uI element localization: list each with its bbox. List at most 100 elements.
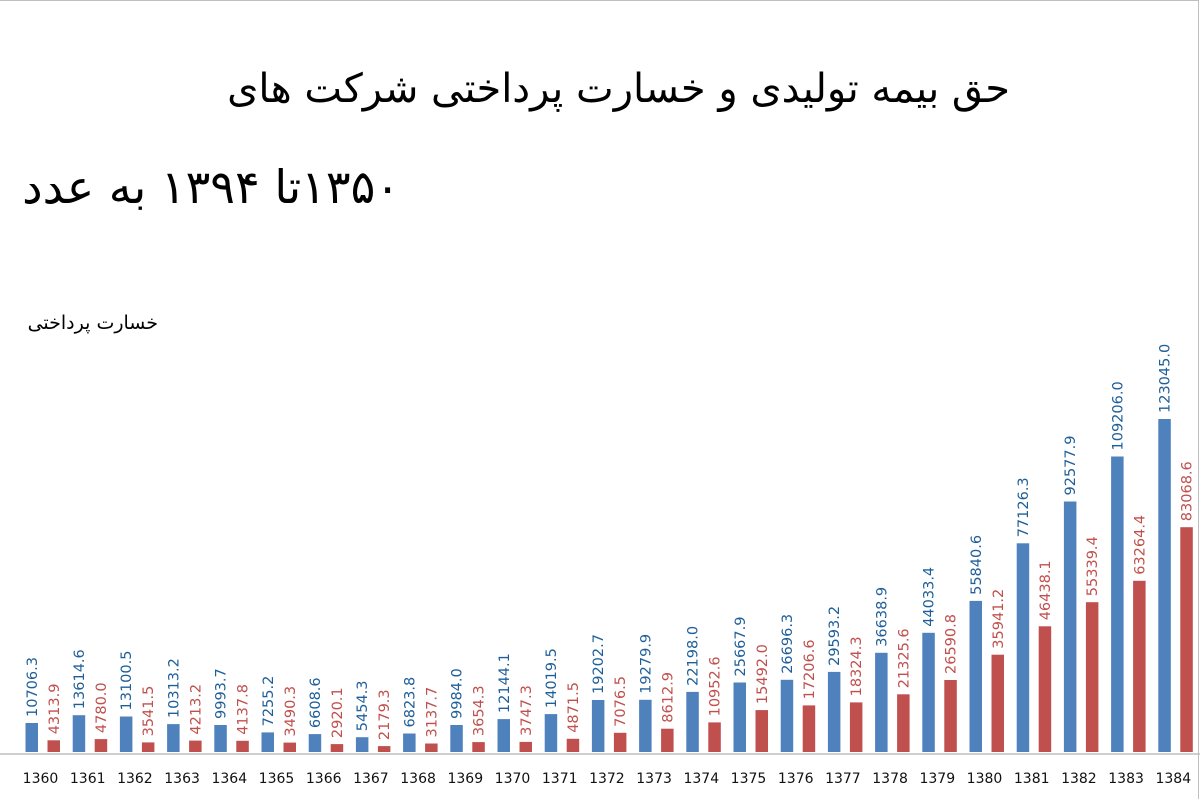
bar-loss-1373 — [661, 728, 674, 752]
value-label-loss-1360: 4313.9 — [47, 684, 63, 735]
value-label-loss-1363: 4213.2 — [188, 684, 204, 735]
bar-premium-1361 — [72, 715, 86, 752]
bar-loss-1366 — [330, 744, 344, 752]
bar-loss-1377 — [849, 702, 863, 752]
value-label-premium-1371: 14019.5 — [544, 648, 560, 708]
x-tick-label-1369: 1369 — [447, 771, 483, 787]
bar-premium-1366 — [308, 734, 322, 752]
value-label-loss-1375: 15492.0 — [755, 644, 771, 704]
value-label-premium-1379: 44033.4 — [922, 567, 938, 627]
bar-loss-1370 — [519, 741, 532, 752]
x-tick-label-1370: 1370 — [495, 771, 531, 787]
value-label-loss-1382: 55339.4 — [1085, 536, 1101, 596]
value-label-loss-1378: 21325.6 — [896, 628, 912, 688]
chart-title-line-1: حق بیمه تولیدی و خسارت پرداختی شرکت های — [227, 66, 1010, 112]
value-label-premium-1383: 109206.0 — [1110, 381, 1126, 450]
x-tick-label-1379: 1379 — [919, 771, 955, 787]
bar-premium-1378 — [875, 652, 888, 752]
bar-premium-1383 — [1111, 456, 1124, 752]
x-tick-label-1366: 1366 — [306, 771, 342, 787]
bar-premium-1382 — [1063, 501, 1077, 752]
bar-premium-1377 — [827, 671, 841, 752]
x-tick-label-1365: 1365 — [259, 771, 295, 787]
bar-loss-1382 — [1085, 602, 1099, 752]
value-label-loss-1362: 3541.5 — [141, 686, 157, 737]
bar-loss-1384 — [1180, 527, 1193, 752]
bar-premium-1362 — [119, 716, 133, 752]
value-label-loss-1369: 3654.3 — [472, 685, 488, 736]
bar-premium-1380 — [969, 600, 982, 752]
bar-loss-1381 — [1038, 626, 1052, 752]
bar-premium-1364 — [214, 725, 227, 752]
value-label-premium-1368: 6823.8 — [402, 677, 418, 728]
x-tick-label-1362: 1362 — [117, 771, 153, 787]
x-tick-labels-group: 1360 1361 1362 1363 1364 1365 1366 1367 1368 1369… — [23, 771, 1192, 787]
value-label-loss-1377: 18324.3 — [849, 636, 865, 696]
value-label-premium-1374: 22198.0 — [686, 626, 702, 686]
value-label-loss-1380: 35941.2 — [991, 589, 1007, 649]
bar-premium-1365 — [261, 732, 274, 752]
x-tick-label-1374: 1374 — [683, 771, 719, 787]
x-tick-label-1361: 1361 — [70, 771, 106, 787]
x-tick-label-1382: 1382 — [1061, 771, 1097, 787]
value-label-loss-1383: 63264.4 — [1132, 515, 1148, 575]
bar-premium-1374 — [686, 691, 699, 752]
value-label-loss-1361: 4780.0 — [94, 682, 110, 733]
bar-loss-1368 — [425, 743, 438, 752]
bar-loss-1371 — [566, 738, 580, 752]
bar-premium-1371 — [544, 714, 558, 752]
bar-loss-1376 — [802, 705, 816, 752]
bar-premium-1381 — [1016, 543, 1030, 752]
value-label-premium-1380: 55840.6 — [969, 535, 985, 595]
bar-loss-1360 — [47, 740, 60, 752]
x-tick-label-1378: 1378 — [872, 771, 908, 787]
x-tick-label-1380: 1380 — [967, 771, 1003, 787]
bar-premium-1372 — [591, 700, 605, 752]
value-label-premium-1360: 10706.3 — [25, 657, 41, 717]
bar-premium-1373 — [639, 699, 652, 752]
bar-loss-1379 — [944, 680, 957, 752]
x-tick-label-1360: 1360 — [23, 771, 59, 787]
value-label-premium-1376: 26696.3 — [780, 614, 796, 674]
bar-loss-1365 — [283, 742, 296, 752]
x-tick-label-1371: 1371 — [542, 771, 578, 787]
x-tick-label-1384: 1384 — [1155, 771, 1191, 787]
value-label-premium-1372: 19202.7 — [591, 634, 607, 694]
value-label-loss-1368: 3137.7 — [424, 687, 440, 738]
bar-loss-1378 — [897, 694, 910, 752]
bars-group — [25, 419, 1193, 752]
x-tick-label-1381: 1381 — [1014, 771, 1050, 787]
x-tick-label-1368: 1368 — [400, 771, 436, 787]
value-label-loss-1376: 17206.6 — [802, 639, 818, 699]
bar-loss-1372 — [613, 732, 627, 752]
bar-loss-1364 — [236, 740, 249, 752]
value-label-premium-1375: 25667.9 — [733, 617, 749, 677]
value-label-loss-1366: 2920.1 — [330, 687, 346, 738]
bar-premium-1376 — [780, 679, 794, 752]
bar-loss-1380 — [991, 654, 1004, 752]
x-tick-label-1375: 1375 — [731, 771, 767, 787]
value-label-premium-1384: 123045.0 — [1158, 344, 1174, 413]
bar-loss-1363 — [189, 740, 202, 752]
value-label-loss-1381: 46438.1 — [1038, 560, 1054, 620]
bar-loss-1369 — [472, 742, 485, 752]
bar-loss-1375 — [755, 710, 768, 752]
bar-premium-1379 — [922, 632, 935, 752]
bar-premium-1369 — [450, 725, 463, 752]
value-label-premium-1366: 6608.6 — [308, 677, 324, 728]
value-label-loss-1371: 4871.5 — [566, 682, 582, 733]
value-label-loss-1367: 2179.3 — [377, 689, 393, 740]
value-label-premium-1378: 36638.9 — [874, 587, 890, 647]
value-labels-group: 10706.3 4313.9 13614.6 4780.0 13100.5 3541.5 1… — [25, 344, 1196, 740]
bar-loss-1361 — [94, 739, 108, 752]
bar-premium-1360 — [25, 723, 38, 752]
value-label-loss-1370: 3747.3 — [519, 685, 535, 736]
value-label-loss-1365: 3490.3 — [283, 686, 299, 737]
value-label-premium-1362: 13100.5 — [119, 651, 135, 711]
bar-loss-1367 — [377, 746, 391, 752]
value-label-premium-1364: 9993.7 — [214, 668, 230, 719]
value-label-premium-1373: 19279.9 — [638, 634, 654, 694]
x-tick-label-1367: 1367 — [353, 771, 389, 787]
